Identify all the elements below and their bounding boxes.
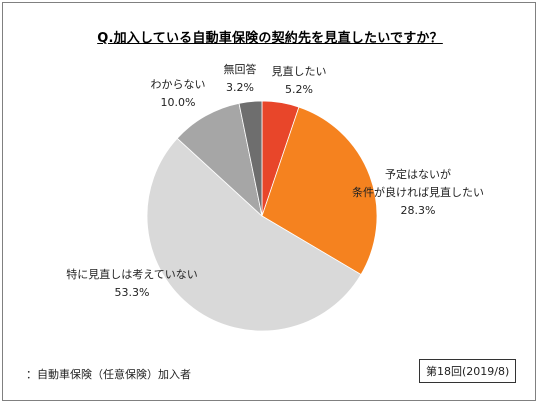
slice-value-label: 10.0% bbox=[161, 96, 196, 109]
slice-category-label: 特に見直しは考えていない bbox=[66, 267, 197, 281]
slice-kangaete-inai bbox=[146, 137, 362, 332]
survey-round-badge: 第18回(2019/8) bbox=[419, 359, 517, 383]
slice-value-label: 5.2% bbox=[285, 83, 313, 96]
slice-category-label: わからない bbox=[151, 78, 206, 91]
footnote: ：自動車保険（任意保険）加入者 bbox=[26, 368, 191, 381]
slice-category-label: 見直したい bbox=[272, 64, 327, 78]
slice-category-label: 予定はないが bbox=[385, 167, 451, 181]
slice-value-label: 3.2% bbox=[226, 81, 254, 94]
slice-category-label: 無回答 bbox=[224, 62, 257, 76]
slice-category-label: 条件が良ければ見直したい bbox=[352, 185, 484, 199]
slice-mukaitou bbox=[238, 100, 263, 217]
slice-wakaranai bbox=[176, 102, 263, 218]
slice-value-label: 53.3% bbox=[115, 286, 150, 299]
chart-title: Q.加入している自動車保険の契約先を見直したいですか？ bbox=[97, 31, 443, 46]
slice-value-label: 28.3% bbox=[401, 204, 436, 217]
